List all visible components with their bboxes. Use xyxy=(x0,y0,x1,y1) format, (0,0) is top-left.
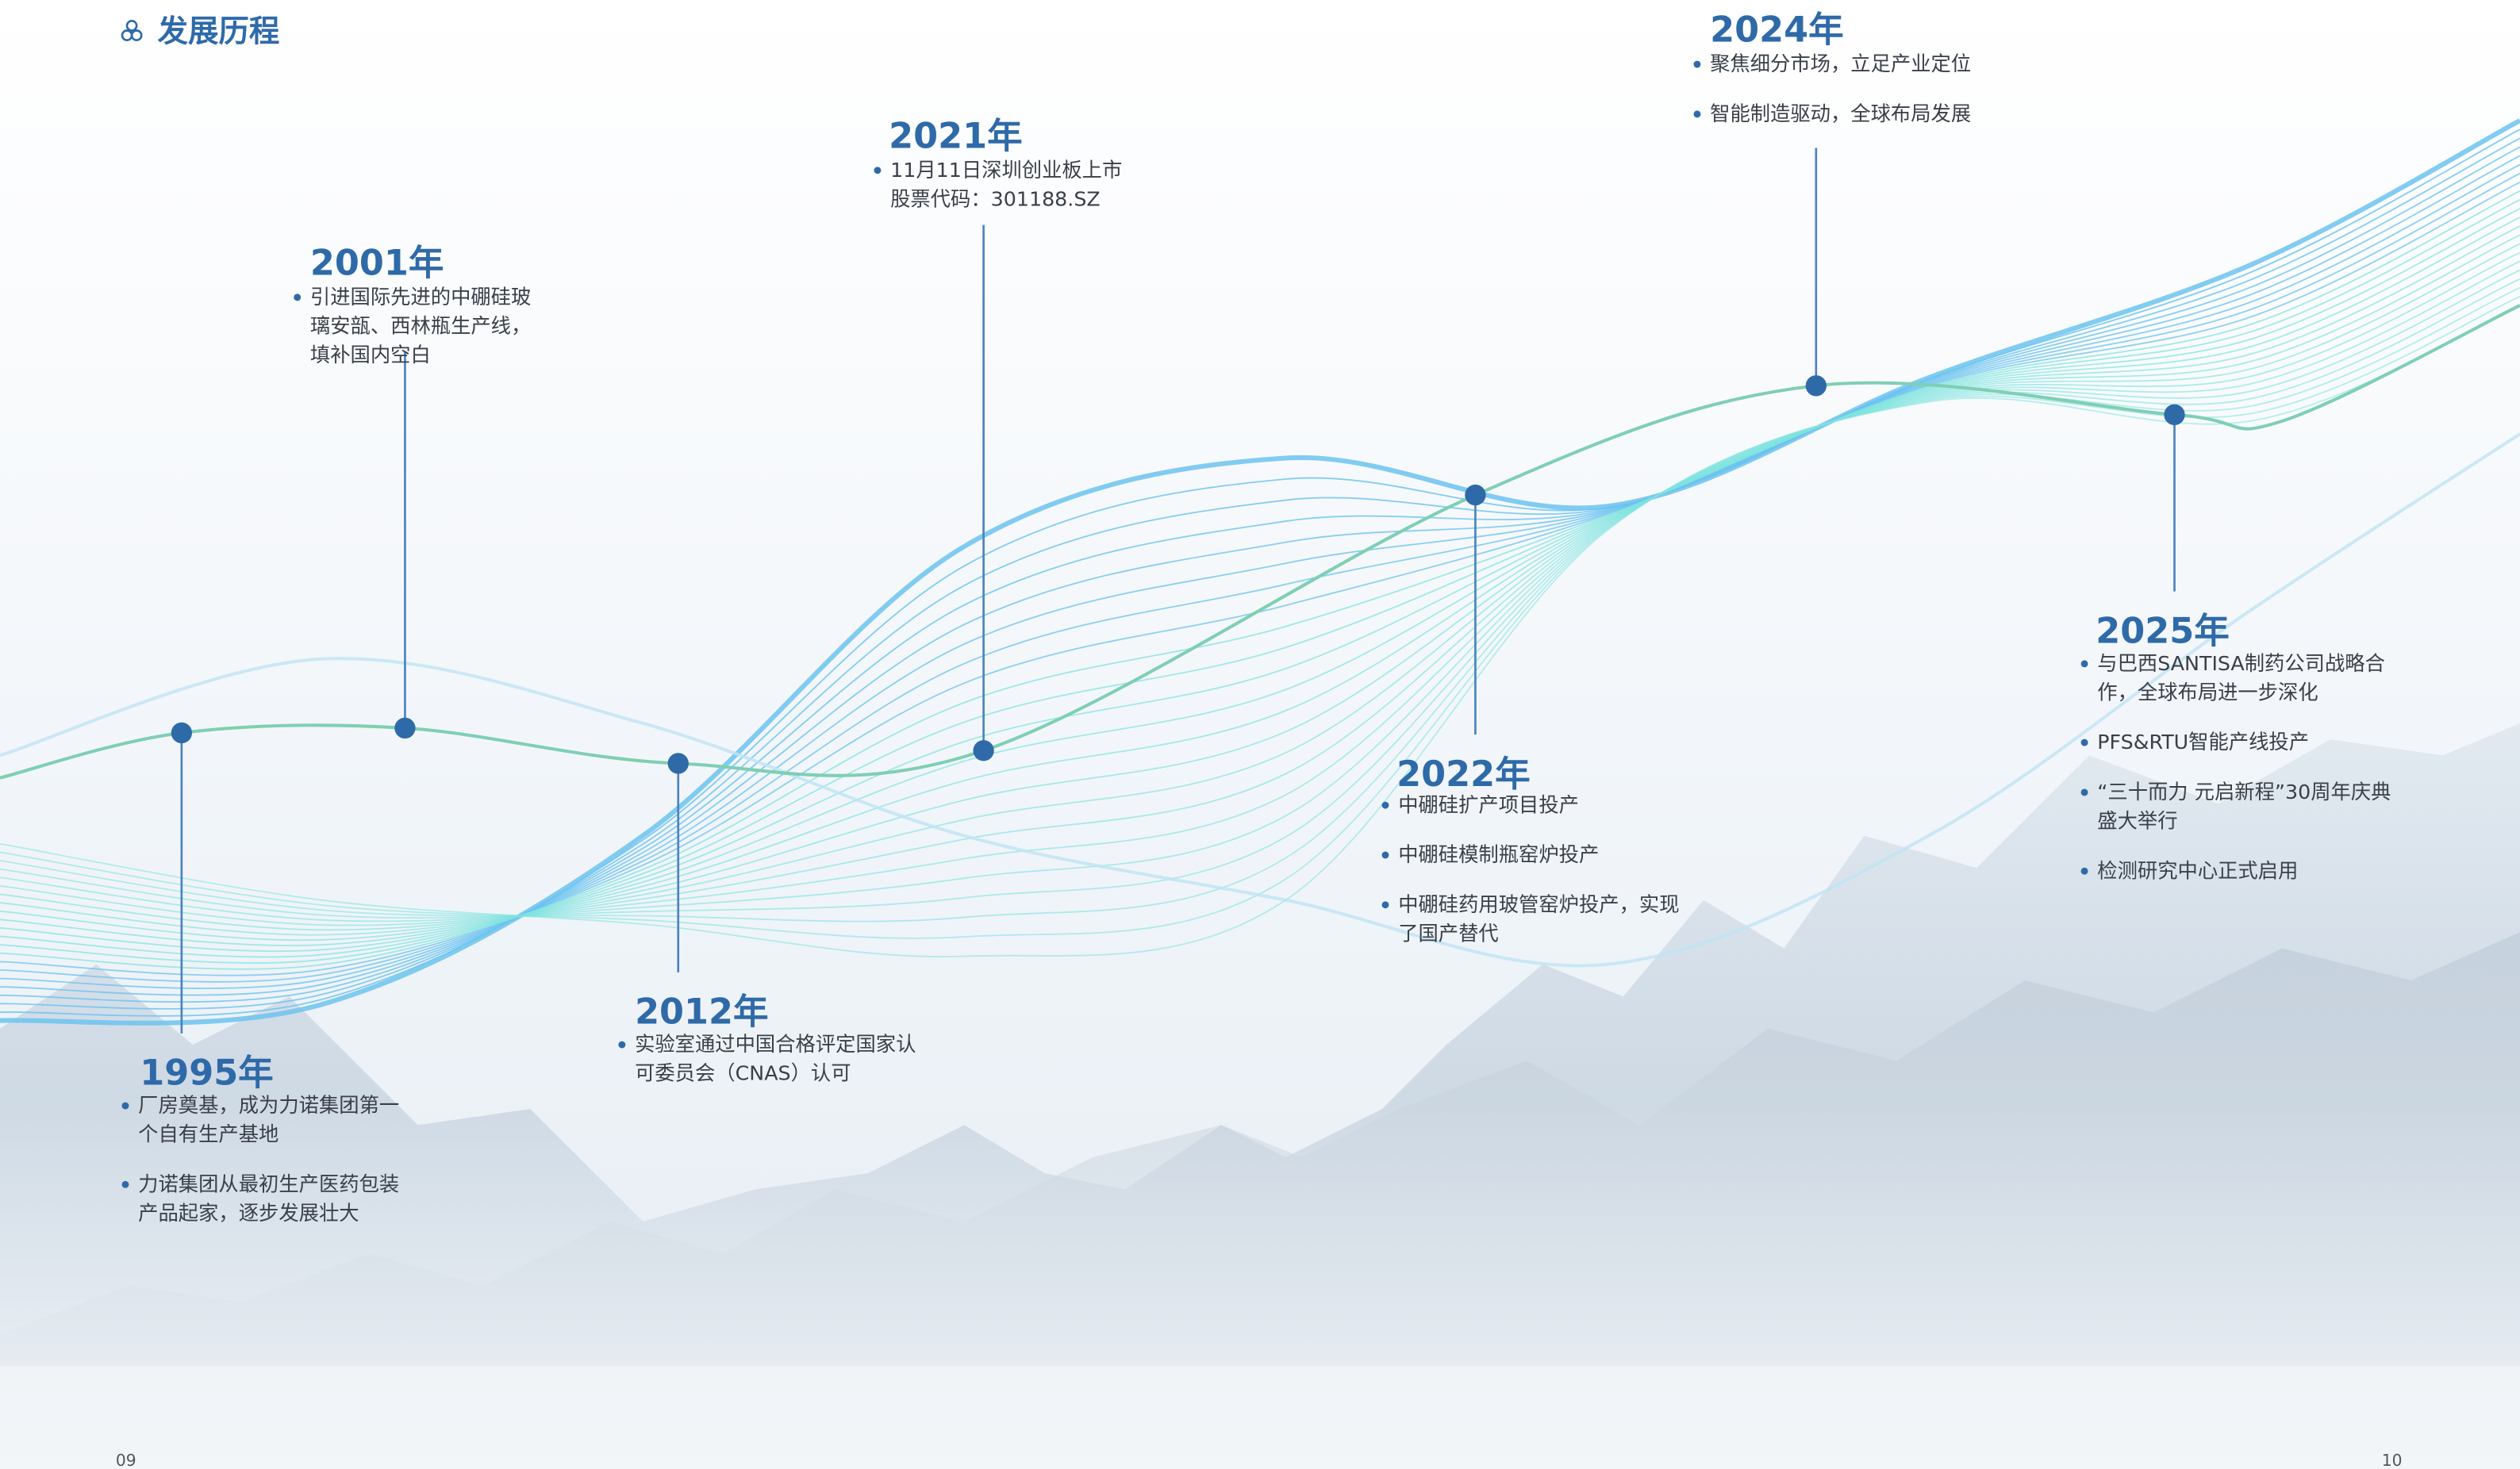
mist xyxy=(0,1366,2520,1469)
item-text: 聚焦细分市场，立足产业定位 xyxy=(1710,52,1971,75)
item-text: 产品起家，逐步发展壮大 xyxy=(138,1201,359,1225)
bullet xyxy=(874,167,881,174)
bullet xyxy=(1382,802,1389,809)
page-number: 09 xyxy=(116,1451,136,1469)
bullet xyxy=(122,1181,129,1188)
bullet xyxy=(2081,868,2088,875)
year: 1995年 xyxy=(140,1053,274,1094)
item-text: PFS&RTU智能产线投产 xyxy=(2097,730,2309,754)
item-text: 中硼硅药用玻管窑炉投产，实现 xyxy=(1398,892,1679,916)
item-text: 可委员会（CNAS）认可 xyxy=(635,1061,851,1085)
item-text: 中硼硅模制瓶窑炉投产 xyxy=(1398,842,1599,866)
item-text: 引进国际先进的中硼硅玻 xyxy=(310,285,531,309)
item-text: 盛大举行 xyxy=(2097,809,2177,833)
bullet xyxy=(1693,110,1700,117)
item-text: 股票代码：301188.SZ xyxy=(890,186,1101,210)
milestone-dot xyxy=(668,753,689,773)
year: 2001年 xyxy=(310,242,444,283)
bullet xyxy=(122,1103,129,1110)
item-text: 填补国内空白 xyxy=(310,343,431,366)
item-text: 璃安瓿、西林瓶生产线， xyxy=(310,313,531,337)
bullet xyxy=(618,1041,625,1049)
page-number: 10 xyxy=(2382,1451,2403,1469)
item-text: 个自有生产基地 xyxy=(138,1122,279,1146)
page: {"header":{"title":"发展历程"}, "milestones"… xyxy=(0,0,2520,1469)
bullet xyxy=(1382,901,1389,908)
page-title: 发展历程 xyxy=(158,14,280,50)
item-text: 力诺集团从最初生产医药包装 xyxy=(138,1172,399,1195)
bullet xyxy=(2081,660,2088,667)
item-text: 了国产替代 xyxy=(1398,921,1499,945)
milestone-dot xyxy=(2164,405,2184,425)
milestone-dot xyxy=(394,718,415,738)
item-text: 与巴西SANTISA制药公司战略合 xyxy=(2097,651,2385,675)
milestone-dot xyxy=(973,740,993,761)
milestone-dot xyxy=(1465,485,1485,505)
item-text: 中硼硅扩产项目投产 xyxy=(1398,792,1579,816)
bullet xyxy=(1382,852,1389,859)
bullet xyxy=(294,293,301,301)
item-text: 检测研究中心正式启用 xyxy=(2097,858,2298,882)
item-text: “三十而力 元启新程”30周年庆典 xyxy=(2097,780,2391,804)
year: 2025年 xyxy=(2096,610,2230,651)
bullet xyxy=(2081,788,2088,796)
milestone-dot xyxy=(1806,375,1827,396)
item-text: 智能制造驱动，全球布局发展 xyxy=(1710,102,1971,125)
item-text: 11月11日深圳创业板上市 xyxy=(890,158,1122,182)
milestone-dot xyxy=(171,723,192,743)
year: 2022年 xyxy=(1396,754,1531,795)
year: 2012年 xyxy=(635,991,769,1033)
year: 2024年 xyxy=(1710,10,1844,51)
bullet xyxy=(1693,61,1700,68)
year: 2021年 xyxy=(889,115,1023,156)
canvas: 1995年厂房奠基，成为力诺集团第一个自有生产基地力诺集团从最初生产医药包装产品… xyxy=(0,0,2520,1469)
bullet xyxy=(2081,739,2088,746)
item-text: 作，全球布局进一步深化 xyxy=(2097,680,2318,704)
item-text: 实验室通过中国合格评定国家认 xyxy=(635,1032,916,1056)
item-text: 厂房奠基，成为力诺集团第一 xyxy=(138,1093,399,1117)
